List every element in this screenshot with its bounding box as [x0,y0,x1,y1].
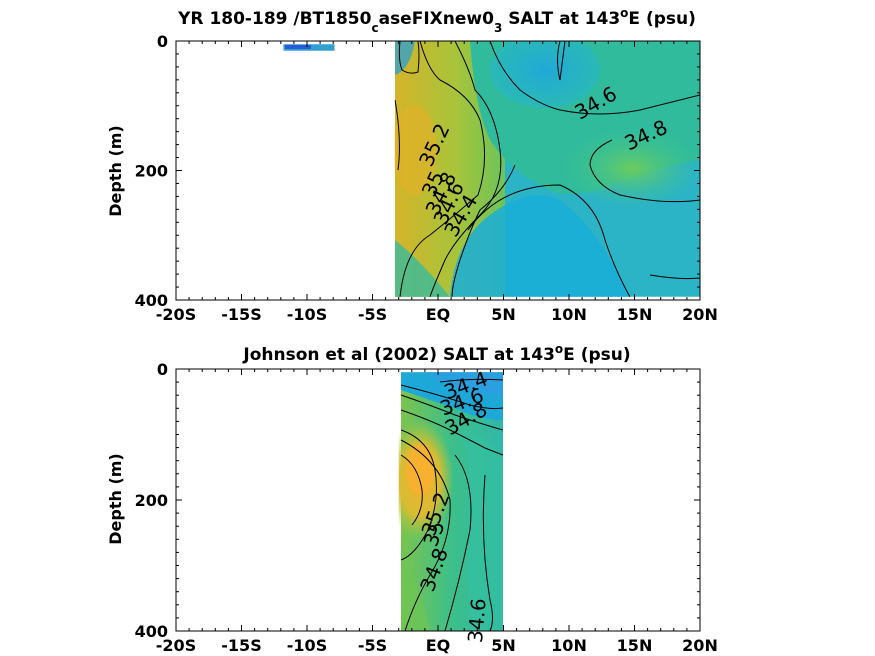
x-tick-label: 20N [682,636,718,655]
panel-2-axes: -20S -15S -10S -5S EQ 5N 10N 15N 20N 0 200 400 [135,360,718,655]
y-tick-label: 0 [157,360,168,379]
x-tick-label: 10N [551,305,587,324]
x-tick-label: 5N [491,636,516,655]
x-tick-label: -5S [358,305,387,324]
panel-1-salinity-field [394,41,700,297]
x-tick-label: -10S [287,305,327,324]
x-tick-label: 20N [682,305,718,324]
x-tick-label: -20S [156,305,196,324]
panel-1-title: YR 180-189 /BT1850caseFIXnew03 SALT at 1… [177,6,696,35]
x-tick-label: 10N [551,636,587,655]
panel-1-axes: -20S -15S -10S -5S EQ 5N 10N 15N 20N 0 200 400 [135,32,718,324]
panel-2: Johnson et al (2002) SALT at 143oE (psu)… [106,342,718,655]
x-tick-label: -15S [221,636,261,655]
panel-1: YR 180-189 /BT1850caseFIXnew03 SALT at 1… [106,6,718,324]
x-tick-label: 15N [617,305,653,324]
x-tick-label: -15S [221,305,261,324]
y-tick-label: 200 [135,491,168,510]
panel-2-y-axis-label: Depth (m) [106,453,125,545]
x-tick-label: 5N [491,305,516,324]
panel-1-y-axis-label: Depth (m) [106,125,125,217]
x-tick-label: EQ [426,305,451,324]
panel-2-contour-lines [400,378,504,631]
y-tick-label: 200 [135,162,168,181]
x-tick-label: -5S [358,636,387,655]
panel-1-surface-patch-core [285,45,311,49]
x-tick-label: -10S [287,636,327,655]
y-tick-label: 400 [135,622,168,641]
y-tick-label: 400 [135,291,168,310]
contour-label: 34.6 [463,597,491,643]
panel-2-title: Johnson et al (2002) SALT at 143oE (psu) [242,342,630,365]
panel-2-salinity-field [398,372,503,631]
x-tick-label: -20S [156,636,196,655]
panel-1-contour-lines [394,41,700,297]
x-tick-label: 15N [617,636,653,655]
x-tick-label: EQ [426,636,451,655]
y-tick-label: 0 [157,32,168,51]
